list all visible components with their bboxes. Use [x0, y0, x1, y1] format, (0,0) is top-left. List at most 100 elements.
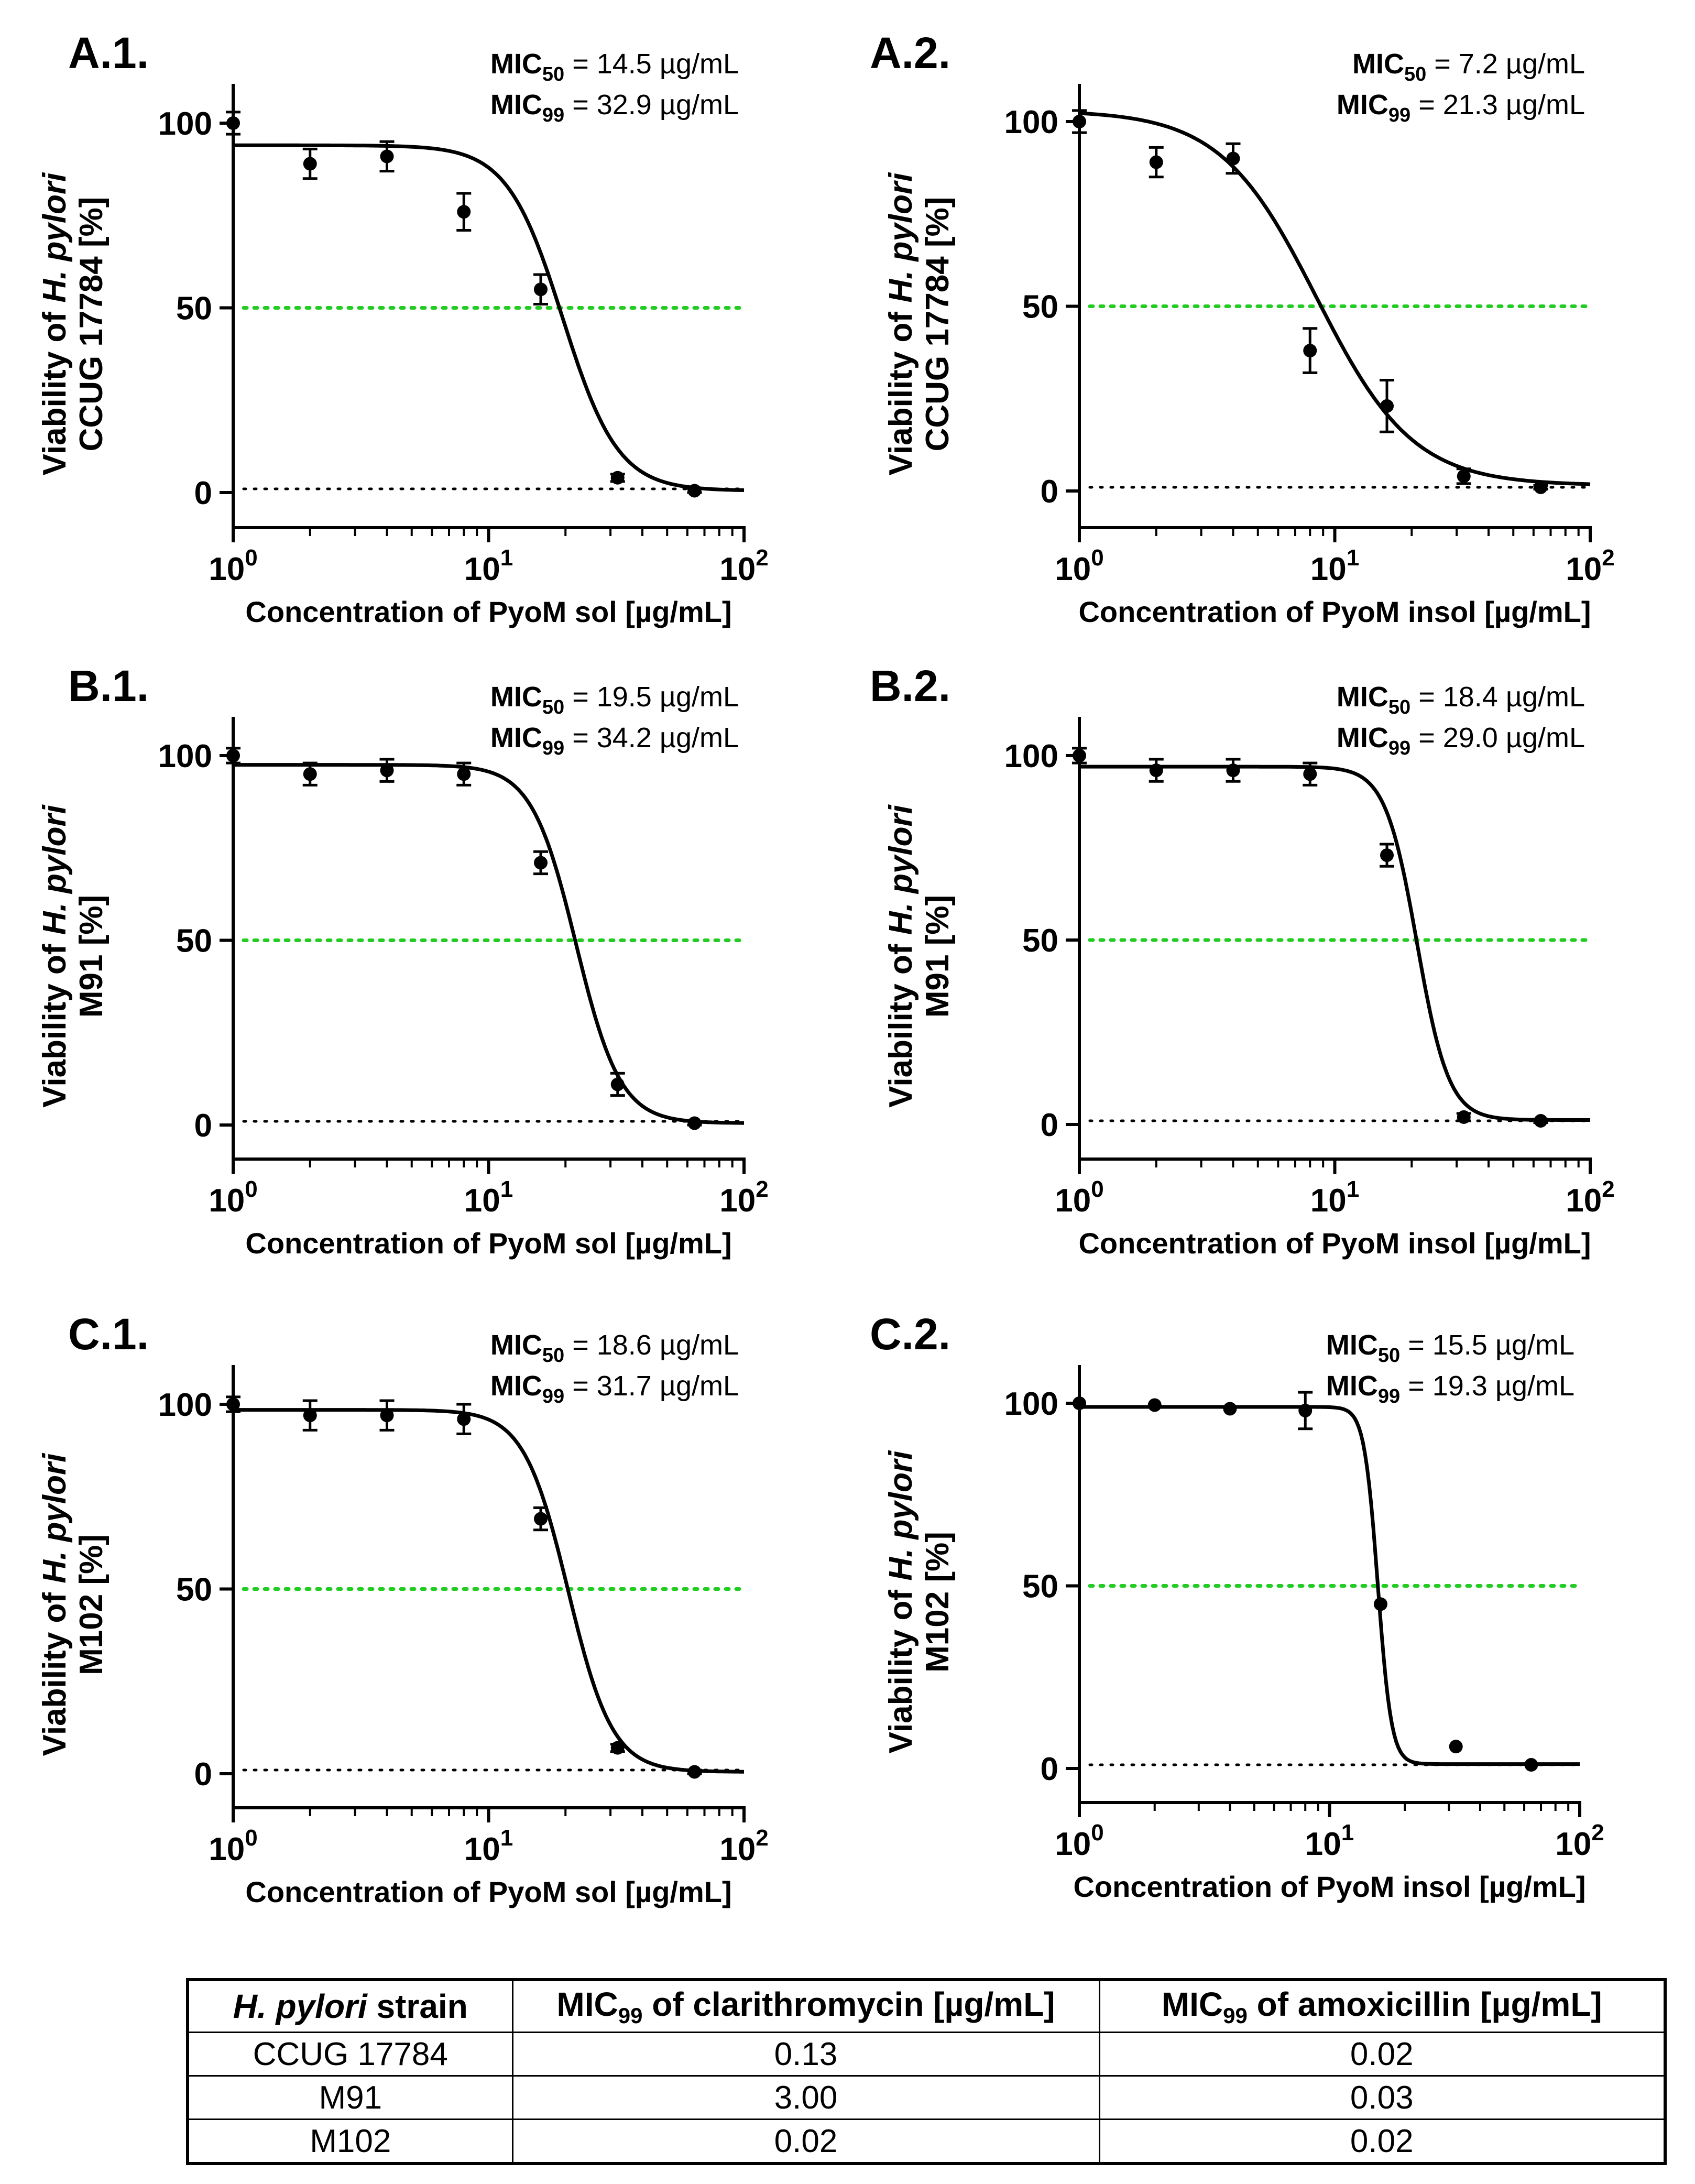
panel-label: C.2.: [870, 1309, 950, 1359]
mic99-label: MIC: [490, 722, 542, 754]
y-axis-label-line1: Viability of H. pylori: [883, 804, 919, 1107]
table-cell-clarithromycin: 3.00: [511, 2075, 1100, 2120]
x-tick-exponent: 1: [1341, 1820, 1354, 1846]
x-tick-base: 10: [1055, 551, 1091, 587]
y-axis-label-strain: M91: [920, 955, 956, 1018]
y-tick-label: 50: [1022, 1569, 1058, 1605]
mic50-label: MIC: [1352, 48, 1404, 80]
y-axis-label-species: H. pylori: [37, 172, 73, 303]
mic50-value: = 15.5 µg/mL: [1400, 1329, 1574, 1361]
mic99-value: = 19.3 µg/mL: [1400, 1370, 1574, 1402]
mic50-subscript: 50: [1378, 1345, 1400, 1367]
mic50-annotation: MIC50 = 18.6 µg/mL: [490, 1329, 739, 1367]
mic99-annotation: MIC99 = 32.9 µg/mL: [490, 89, 739, 126]
fit-curve: [233, 1408, 744, 1774]
x-tick-base: 10: [1055, 1183, 1091, 1219]
y-axis-label-unit: [%]: [920, 895, 956, 955]
y-tick-label: 0: [1041, 1751, 1058, 1787]
y-axis-label-species: H. pylori: [37, 1453, 73, 1584]
x-tick-label: 100: [1055, 545, 1103, 587]
x-tick-exponent: 0: [245, 545, 257, 571]
table-cell-amoxicillin: 0.02: [1098, 2032, 1666, 2077]
data-point: [1303, 767, 1317, 781]
data-point: [226, 116, 240, 130]
y-axis-label-unit: [%]: [73, 197, 110, 257]
mic50-label: MIC: [1326, 1329, 1378, 1361]
x-axis-label: Concentration of PyoM insol [µg/mL]: [1073, 1870, 1585, 1903]
data-point: [303, 1408, 317, 1423]
mic99-label: MIC: [1337, 89, 1388, 121]
mic99-subscript: 99: [542, 104, 564, 126]
y-axis-label-line1: Viability of H. pylori: [883, 172, 919, 475]
fit-curve: [1079, 111, 1591, 486]
data-point: [1457, 469, 1471, 483]
y-tick-label: 50: [1022, 923, 1058, 959]
mic99-subscript: 99: [1388, 104, 1410, 126]
panel-label: B.2.: [870, 661, 950, 711]
data-point: [687, 1765, 702, 1779]
x-tick-base: 10: [719, 551, 756, 587]
y-axis-label-prefix: Viability of: [37, 935, 73, 1108]
data-point: [1073, 1396, 1086, 1410]
panel-label: B.1.: [68, 661, 149, 711]
x-tick-label: 102: [1566, 1176, 1614, 1219]
header-clarithromycin: MIC99 of clarithromycin [µg/mL]: [511, 1979, 1100, 2033]
mic99-value: = 34.2 µg/mL: [564, 722, 739, 754]
y-axis-label-line2: M102 [%]: [73, 1534, 110, 1675]
x-tick-base: 10: [1310, 1183, 1347, 1219]
y-axis-label-unit: [%]: [920, 1532, 956, 1591]
data-point: [380, 149, 394, 163]
fit-curve: [1079, 1405, 1580, 1766]
data-point: [610, 471, 625, 485]
x-tick-exponent: 0: [1091, 1176, 1103, 1202]
mic50-label: MIC: [490, 681, 542, 713]
mic50-value: = 7.2 µg/mL: [1426, 48, 1585, 80]
data-point: [1298, 1403, 1313, 1417]
x-tick-label: 100: [1055, 1820, 1103, 1862]
data-point: [226, 1397, 240, 1411]
mic50-label: MIC: [490, 48, 542, 80]
data-point: [1073, 749, 1086, 762]
x-axis-label: Concentration of PyoM sol [µg/mL]: [245, 1227, 731, 1260]
x-tick-base: 10: [464, 1831, 500, 1868]
y-tick-label: 100: [1004, 104, 1058, 140]
y-tick-label: 50: [176, 923, 212, 959]
data-point: [534, 856, 548, 870]
x-tick-label: 102: [719, 545, 768, 587]
x-tick-base: 10: [1555, 1826, 1591, 1862]
x-tick-base: 10: [1566, 551, 1602, 587]
x-tick-base: 10: [1566, 1183, 1602, 1219]
x-tick-base: 10: [719, 1831, 756, 1868]
data-point: [1380, 399, 1394, 413]
y-tick-label: 50: [176, 1572, 212, 1608]
y-axis-label-line2: M91 [%]: [73, 895, 110, 1018]
y-axis-label-line2: CCUG 17784 [%]: [920, 197, 956, 452]
mic50-value: = 18.4 µg/mL: [1410, 681, 1585, 713]
fit-curve: [1079, 765, 1590, 1122]
data-point: [534, 282, 548, 297]
x-tick-exponent: 1: [500, 545, 513, 571]
y-tick-label: 0: [194, 1756, 212, 1793]
y-axis-label-prefix: Viability of: [37, 1584, 73, 1756]
y-tick-label: 100: [1004, 1386, 1058, 1422]
data-point: [226, 749, 240, 762]
x-axis-label: Concentration of PyoM insol [µg/mL]: [1078, 1227, 1591, 1260]
y-axis-label-strain: M91: [73, 955, 110, 1018]
table-row: M102 0.02 0.02: [187, 2119, 1666, 2165]
x-tick-label: 101: [1310, 1176, 1359, 1219]
table-cell-clarithromycin: 0.02: [511, 2119, 1100, 2165]
y-axis-label-strain: M102: [73, 1594, 110, 1675]
mic50-subscript: 50: [542, 1345, 564, 1367]
data-point: [1149, 763, 1163, 778]
y-axis-label-prefix: Viability of: [37, 303, 73, 476]
x-tick-exponent: 2: [1602, 1176, 1614, 1202]
x-tick-base: 10: [209, 551, 245, 587]
y-axis-label-unit: [%]: [920, 197, 956, 257]
y-axis-label-species: H. pylori: [37, 804, 73, 935]
fit-curve: [233, 763, 744, 1125]
x-tick-exponent: 0: [245, 1176, 257, 1202]
mic50-subscript: 50: [542, 63, 564, 85]
y-axis-label-strain: CCUG 17784: [73, 256, 110, 452]
